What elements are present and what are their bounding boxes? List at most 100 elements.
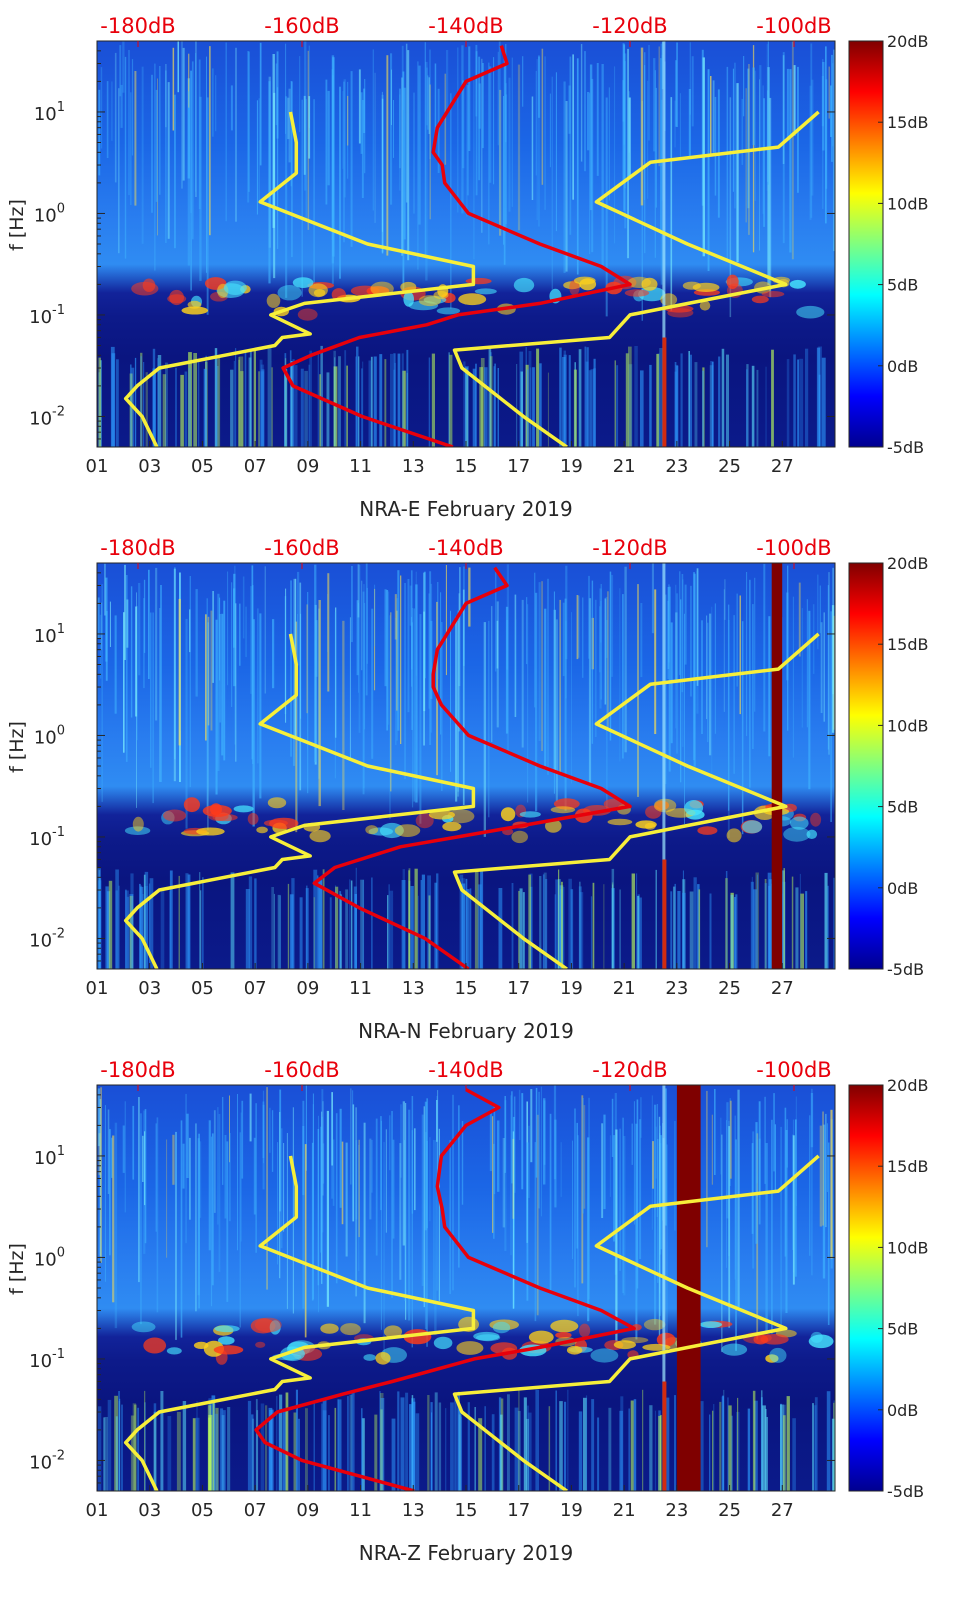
- spectrogram-lowfreq-bar: [406, 349, 409, 447]
- spectrogram-lowfreq-bar: [493, 366, 495, 447]
- spectrogram-streak: [237, 1094, 238, 1251]
- spectrogram-streak: [352, 1104, 355, 1222]
- spectrogram-streak: [424, 42, 426, 258]
- spectrogram-lowfreq-bar: [517, 1410, 521, 1491]
- spectrogram-streak: [123, 612, 125, 753]
- spectrogram-streak: [613, 1135, 615, 1242]
- spectrogram-lowfreq-bar: [397, 1391, 400, 1491]
- spectrogram-lowfreq-bar: [658, 1415, 661, 1491]
- spectrogram-streak: [819, 1125, 822, 1227]
- colorbar-label: 0dB: [887, 879, 918, 898]
- microseism-blob: [415, 813, 434, 829]
- spectrogram-streak: [363, 584, 365, 789]
- spectrogram-streak: [429, 1137, 431, 1222]
- spectrogram-lowfreq-bar: [187, 874, 191, 969]
- spectrogram-streak: [737, 1089, 740, 1308]
- spectrogram-streak: [371, 608, 374, 759]
- spectrogram-lowfreq-bar: [814, 1397, 818, 1491]
- spectrogram-lowfreq-bar: [259, 359, 263, 447]
- spectrogram-streak: [827, 1142, 830, 1325]
- spectrogram-lowfreq-bar: [176, 1411, 181, 1491]
- spectrogram-streak: [302, 1100, 305, 1309]
- microseism-blob: [166, 1347, 182, 1355]
- spectrogram-streak: [684, 584, 687, 665]
- spectrogram-lowfreq-bar: [791, 876, 794, 969]
- spectrogram-streak: [459, 567, 461, 617]
- spectrogram-streak: [526, 1142, 529, 1301]
- spectrogram-streak: [538, 582, 541, 741]
- spectrogram-lowfreq-bar: [169, 870, 173, 969]
- spectrogram-lowfreq-bar: [99, 878, 102, 969]
- microseism-blob: [183, 797, 200, 813]
- spectrogram-streak: [303, 95, 306, 175]
- spectrogram-lowfreq-bar: [279, 1394, 283, 1491]
- spectrogram-lowfreq-bar: [157, 358, 159, 447]
- spectrogram-streak: [455, 616, 458, 802]
- spectrogram-streak: [504, 1100, 507, 1251]
- spectrogram-streak: [122, 1125, 125, 1173]
- spectrogram-lowfreq-bar: [273, 893, 275, 969]
- spectrogram-lowfreq-bar: [393, 369, 396, 447]
- spectrogram-streak: [308, 45, 310, 128]
- y-tick-label: 101: [34, 100, 65, 125]
- spectrogram-lowfreq-bar: [318, 880, 323, 969]
- spectrogram-lowfreq-bar: [611, 888, 615, 969]
- spectrogram-lowfreq-bar: [597, 1417, 600, 1491]
- spectrogram-lowfreq-bar: [431, 353, 435, 447]
- spectrogram-lowfreq-bar: [737, 1397, 739, 1491]
- spectrogram-lowfreq-bar: [114, 1395, 118, 1491]
- x-tick-label: 01: [86, 1500, 109, 1521]
- spectrogram-streak: [572, 54, 574, 200]
- spectrogram-streak: [402, 1101, 405, 1246]
- spectrogram-lowfreq-bar: [659, 348, 663, 447]
- spectrogram-streak: [97, 597, 100, 639]
- spectrogram-streak: [355, 1107, 357, 1297]
- spectrogram-lowfreq-bar: [108, 880, 113, 969]
- spectrogram-lowfreq-bar: [267, 346, 272, 447]
- spectrogram-streak: [331, 1110, 334, 1199]
- spectrogram-streak: [547, 578, 549, 775]
- spectrogram-lowfreq-bar: [297, 1418, 300, 1491]
- microseism-blob: [808, 1334, 834, 1349]
- spectrogram-lowfreq-bar: [507, 1394, 510, 1491]
- spectrogram-streak: [386, 590, 389, 731]
- spectrogram-streak: [576, 1122, 578, 1249]
- colorbar-label: 0dB: [887, 357, 918, 376]
- spectrogram-lowfreq-bar: [406, 372, 408, 447]
- spectrogram-streak: [721, 1134, 723, 1353]
- spectrogram-lowfreq-bar: [144, 871, 149, 969]
- spectrogram-lowfreq-bar: [754, 1400, 758, 1491]
- spectrogram-lowfreq-bar: [254, 878, 257, 969]
- spectrogram-lowfreq-bar: [827, 885, 829, 969]
- spectrogram-streak: [820, 622, 823, 713]
- spectrogram-lowfreq-bar: [457, 1391, 460, 1491]
- spectrogram-streak: [711, 606, 713, 779]
- spectrogram-streak: [564, 598, 567, 811]
- spectrogram-lowfreq-bar: [313, 1403, 315, 1491]
- spectrogram-streak: [166, 1139, 168, 1258]
- spectrogram-lowfreq-bar: [417, 895, 419, 969]
- spectrogram-lowfreq-bar: [104, 1417, 108, 1491]
- spectrogram-streak: [635, 1123, 638, 1340]
- spectrogram-lowfreq-bar: [558, 894, 562, 969]
- spectrogram-streak: [210, 610, 213, 731]
- spectrogram-streak: [211, 1133, 214, 1286]
- spectrogram-lowfreq-bar: [477, 884, 482, 969]
- x-axis-label: NRA-Z February 2019: [359, 1541, 573, 1565]
- spectrogram-streak: [440, 592, 442, 735]
- spectrogram-lowfreq-bar: [636, 873, 638, 969]
- microseism-blob: [163, 809, 187, 822]
- spectrogram-streak: [401, 45, 404, 110]
- spectrogram-lowfreq-bar: [616, 365, 619, 447]
- spectrogram-lowfreq-bar: [134, 1404, 137, 1491]
- microseism-blob: [699, 1321, 722, 1328]
- spectrogram-streak: [396, 610, 398, 711]
- spectrogram-lowfreq-bar: [730, 892, 734, 969]
- spectrogram-lowfreq-bar: [175, 367, 177, 447]
- spectrogram-streak: [247, 51, 250, 203]
- microseism-blob: [528, 1330, 554, 1344]
- spectrogram-streak: [362, 591, 365, 795]
- spectrogram-lowfreq-bar: [585, 1395, 588, 1491]
- spectrogram-lowfreq-bar: [220, 1408, 224, 1491]
- spectrogram-lowfreq-bar: [700, 1401, 704, 1491]
